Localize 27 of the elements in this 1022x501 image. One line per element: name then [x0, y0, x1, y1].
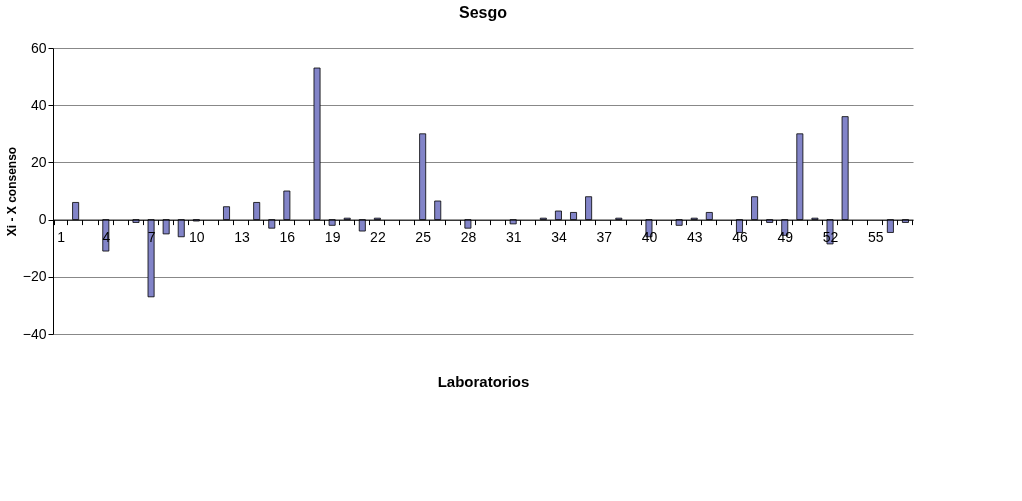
x-tick-label: 4 [102, 229, 111, 246]
x-tick-label: 10 [189, 229, 205, 246]
x-tick-label: 22 [370, 229, 386, 246]
x-tick-label: 1 [57, 229, 66, 246]
x-tick-label: 34 [551, 229, 567, 246]
x-tick-label: 7 [147, 229, 156, 246]
y-tick-label: 20 [30, 153, 47, 170]
x-tick-label: 46 [732, 229, 748, 246]
y-tick-label: 40 [30, 96, 47, 113]
x-tick-label: 43 [686, 229, 703, 246]
y-axis-title: Xi - X consenso [4, 146, 19, 237]
x-tick-label: 37 [596, 229, 613, 246]
x-tick-label: 49 [777, 229, 794, 246]
x-tick-label: 13 [234, 229, 251, 246]
x-tick-label: 40 [641, 229, 658, 246]
x-tick-label: 19 [324, 229, 341, 246]
y-tick-label: 0 [38, 211, 47, 228]
x-tick-label: 28 [460, 229, 477, 246]
x-tick-label: 25 [415, 229, 432, 246]
chart-title: Sesgo [458, 4, 508, 21]
x-tick-label: 31 [505, 229, 522, 246]
x-tick-label: 55 [867, 229, 884, 246]
x-tick-label: 16 [279, 229, 296, 246]
x-axis-title: Laboratorios [437, 372, 530, 390]
y-tick-label: −40 [22, 325, 47, 342]
y-tick-label: −20 [22, 268, 47, 285]
y-tick-label: 60 [30, 39, 47, 56]
